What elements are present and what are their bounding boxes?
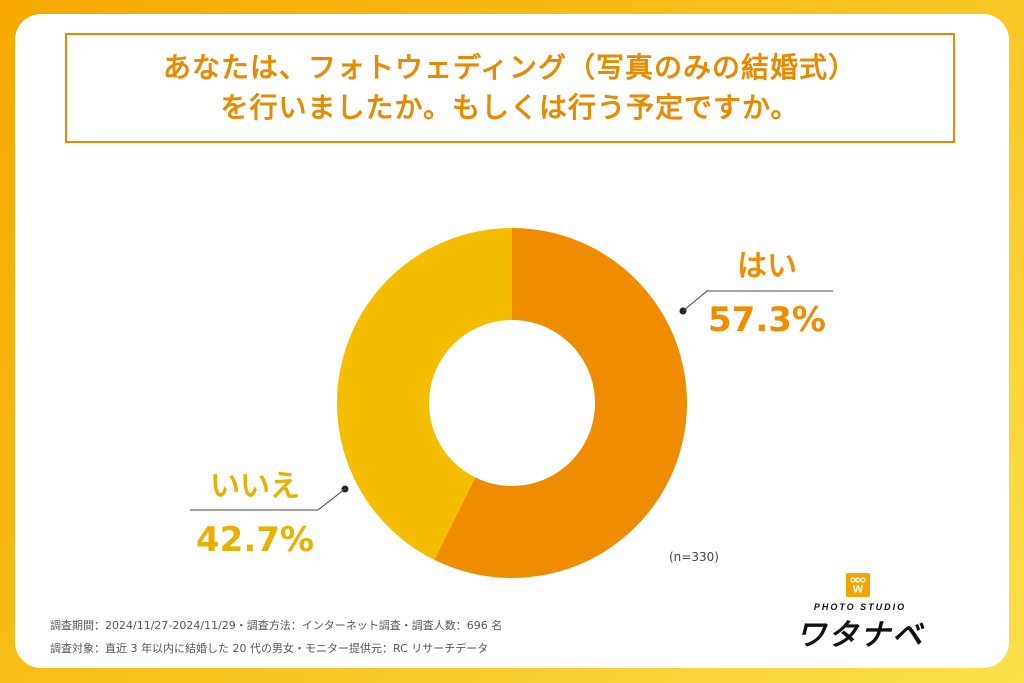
logo-wordmark: ワタナベ xyxy=(796,618,924,653)
slice-label-no: いいえ xyxy=(210,469,300,504)
survey-footnote-1: 調査期間：2024/11/27-2024/11/29・調査方法：インターネット調… xyxy=(50,619,503,632)
slice-value-yes: 57.3% xyxy=(708,300,826,340)
photo-studio-logo-icon: W xyxy=(846,573,870,597)
survey-footnote-2: 調査対象：直近 3 年以内に結婚した 20 代の男女・モニター提供元：RC リサ… xyxy=(50,642,489,655)
leader-line-no xyxy=(190,488,346,511)
question-title-box: あなたは、フォトウェディング（写真のみの結婚式） を行いましたか。もしくは行う予… xyxy=(65,33,955,143)
donut-slice-yes xyxy=(434,228,688,578)
slice-label-yes: はい xyxy=(737,249,797,284)
leader-line-yes xyxy=(682,290,833,312)
question-title-line-1: あなたは、フォトウェディング（写真のみの結婚式） xyxy=(162,51,858,84)
question-title-line-2: を行いましたか。もしくは行う予定ですか。 xyxy=(220,91,800,124)
slice-value-no: 42.7% xyxy=(196,520,314,560)
logo-mark-letter: W xyxy=(853,584,864,595)
donut-slice-no xyxy=(337,228,512,560)
logo-subtitle: PHOTO STUDIO xyxy=(813,602,907,612)
donut-slices xyxy=(337,228,688,578)
sample-size-note: (n=330) xyxy=(669,550,719,564)
